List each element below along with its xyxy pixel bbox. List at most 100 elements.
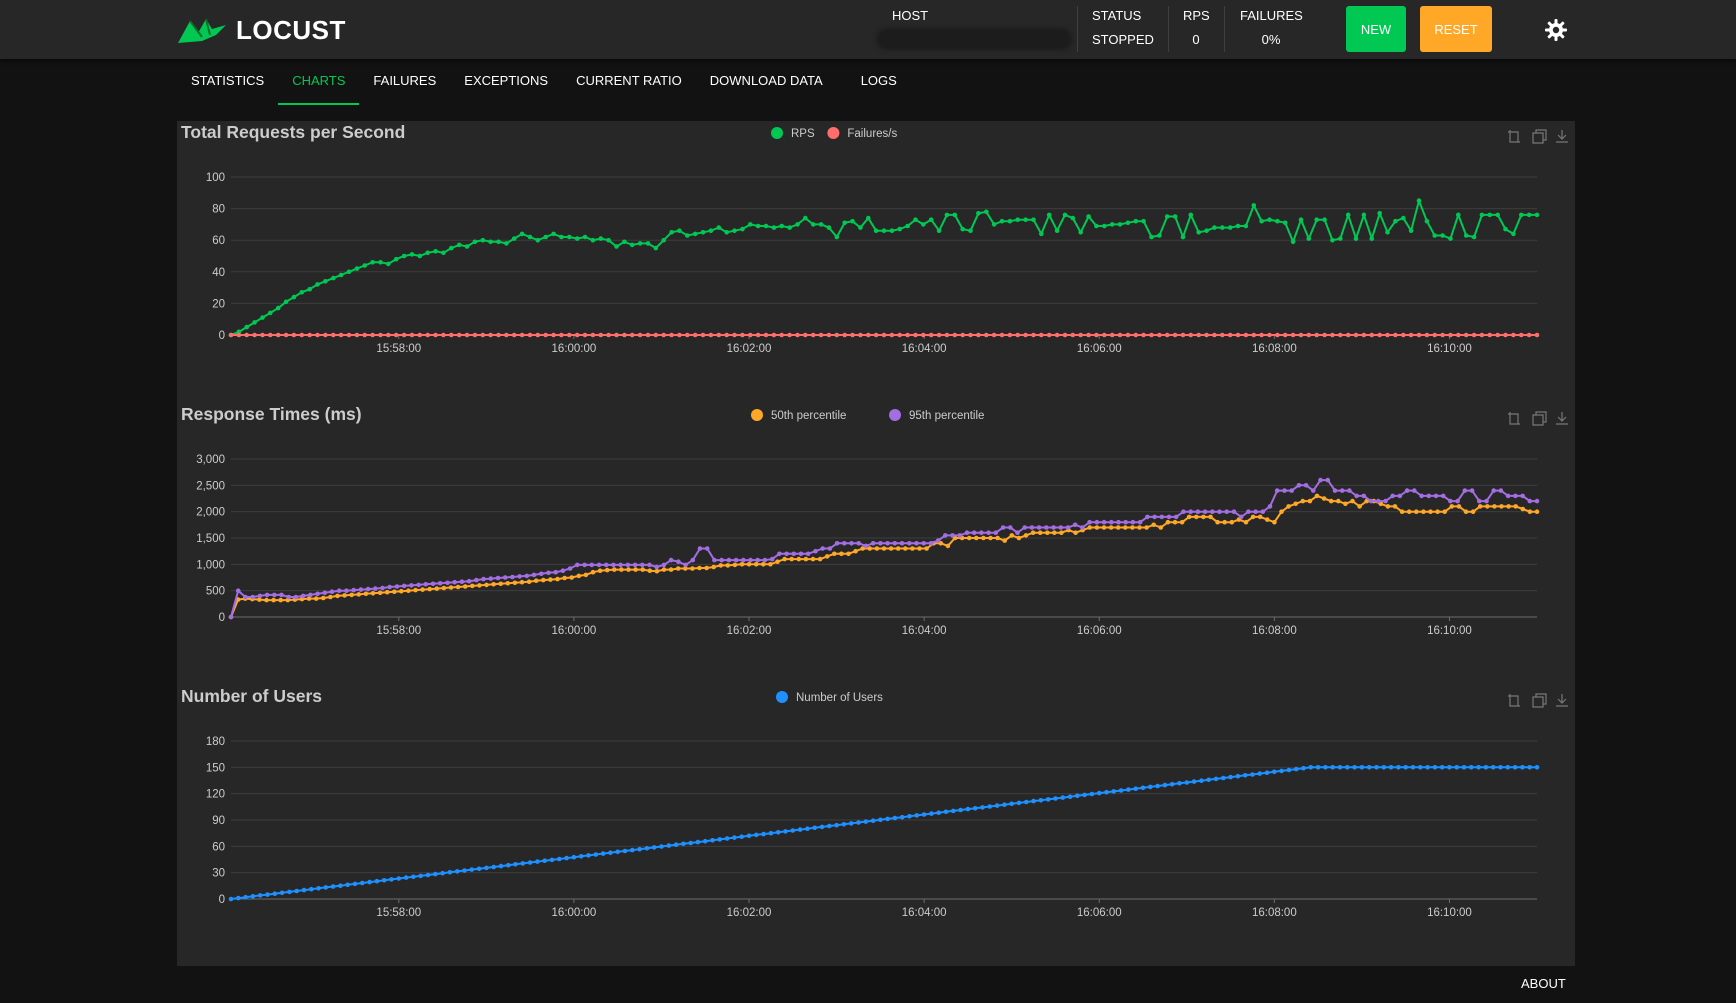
- locust-logo[interactable]: LOCUST: [176, 14, 346, 46]
- data-point: [944, 212, 950, 218]
- zoom-icon[interactable]: [1508, 130, 1520, 143]
- data-point: [551, 231, 556, 237]
- data-point: [716, 225, 722, 230]
- data-point: [1308, 765, 1314, 770]
- data-point: [1169, 781, 1175, 787]
- data-point: [1425, 765, 1430, 770]
- data-point: [1339, 488, 1345, 493]
- data-point: [420, 587, 425, 592]
- tab-logs[interactable]: LOGS: [860, 73, 897, 88]
- data-point: [511, 236, 517, 241]
- data-point: [1172, 519, 1178, 525]
- data-point: [1246, 509, 1251, 514]
- data-point: [1424, 332, 1430, 338]
- data-point: [683, 566, 688, 571]
- data-point: [1046, 332, 1052, 338]
- tab-current-ratio[interactable]: CURRENT RATIO: [576, 73, 682, 88]
- locust-logo-icon: [178, 18, 226, 43]
- data-point: [1345, 765, 1350, 770]
- data-point: [370, 260, 375, 265]
- header-divider: [1077, 6, 1078, 52]
- data-point: [1087, 519, 1092, 525]
- data-point: [755, 557, 760, 563]
- y-tick-label: 180: [206, 736, 225, 748]
- data-point: [1487, 332, 1493, 338]
- tab-failures[interactable]: FAILURES: [373, 73, 437, 88]
- response-times-chart[interactable]: Response Times (ms) 50th percentile 95th p…: [177, 403, 1575, 685]
- data-point: [418, 873, 423, 879]
- host-stat: HOST: [892, 8, 928, 32]
- data-point: [236, 332, 242, 338]
- data-point: [1206, 777, 1211, 783]
- data-point: [1243, 519, 1249, 525]
- data-point: [965, 806, 971, 812]
- data-point: [1224, 509, 1229, 514]
- data-point: [853, 548, 858, 554]
- data-point: [597, 568, 603, 573]
- data-point: [981, 535, 986, 541]
- new-test-button[interactable]: NEW: [1346, 6, 1406, 52]
- data-point: [1298, 217, 1304, 222]
- data-point: [936, 228, 942, 233]
- data-point: [456, 242, 462, 248]
- data-point: [417, 253, 423, 259]
- users-chart[interactable]: Number of Users Number of Users 0 30 60 90 120…: [177, 685, 1575, 967]
- tab-download-data[interactable]: DOWNLOAD DATA: [709, 73, 823, 88]
- zoom-reset-icon[interactable]: [1532, 693, 1547, 708]
- about-link[interactable]: ABOUT: [1521, 976, 1566, 991]
- data-point: [1015, 332, 1020, 338]
- data-point: [676, 559, 681, 564]
- data-point: [1377, 332, 1382, 338]
- data-point: [819, 824, 825, 830]
- zoom-reset-icon[interactable]: [1532, 129, 1547, 144]
- zoom-icon[interactable]: [1508, 694, 1520, 707]
- rps-chart[interactable]: Total Requests per Second RPS Failures/s 0 2…: [177, 121, 1575, 403]
- download-icon[interactable]: [1556, 694, 1568, 707]
- data-point: [1416, 198, 1422, 203]
- data-point: [777, 551, 782, 557]
- data-point: [1130, 519, 1136, 525]
- gear-icon[interactable]: [1544, 18, 1568, 42]
- data-point: [863, 543, 869, 549]
- data-point: [1227, 225, 1233, 230]
- data-point: [1337, 765, 1343, 770]
- data-point: [1235, 773, 1241, 779]
- data-point: [1031, 798, 1036, 804]
- download-icon[interactable]: [1556, 130, 1568, 143]
- reset-button[interactable]: RESET: [1420, 6, 1492, 52]
- data-point: [1448, 236, 1453, 241]
- data-point: [498, 863, 504, 869]
- rps-label: RPS: [1183, 8, 1210, 23]
- data-point: [848, 821, 854, 826]
- data-point: [533, 578, 539, 583]
- data-point: [999, 218, 1005, 224]
- data-point: [1368, 498, 1374, 504]
- download-icon[interactable]: [1556, 412, 1568, 425]
- data-point: [1383, 498, 1388, 504]
- tab-charts[interactable]: CHARTS: [278, 60, 360, 105]
- data-point: [740, 332, 745, 338]
- data-point: [1102, 332, 1107, 338]
- data-point: [1148, 784, 1153, 790]
- data-point: [363, 591, 369, 597]
- data-point: [850, 218, 855, 224]
- data-point: [445, 580, 450, 586]
- charts-panel: Total Requests per Second RPS Failures/s 0 2…: [177, 121, 1575, 966]
- data-point: [1352, 765, 1357, 770]
- tab-statistics[interactable]: STATISTICS: [191, 73, 265, 88]
- zoom-reset-icon[interactable]: [1532, 411, 1547, 426]
- data-point: [1272, 519, 1277, 525]
- data-point: [393, 256, 399, 262]
- data-point: [979, 530, 984, 535]
- zoom-icon[interactable]: [1508, 412, 1520, 425]
- data-point: [1416, 332, 1422, 338]
- y-tick-label: 20: [212, 298, 225, 310]
- data-point: [1343, 501, 1348, 507]
- tab-exceptions[interactable]: EXCEPTIONS: [464, 73, 549, 88]
- data-point: [803, 556, 809, 562]
- data-point: [1463, 509, 1469, 514]
- data-point: [1188, 332, 1194, 338]
- data-point: [1290, 239, 1296, 245]
- data-point: [260, 332, 265, 338]
- data-point: [1432, 765, 1438, 770]
